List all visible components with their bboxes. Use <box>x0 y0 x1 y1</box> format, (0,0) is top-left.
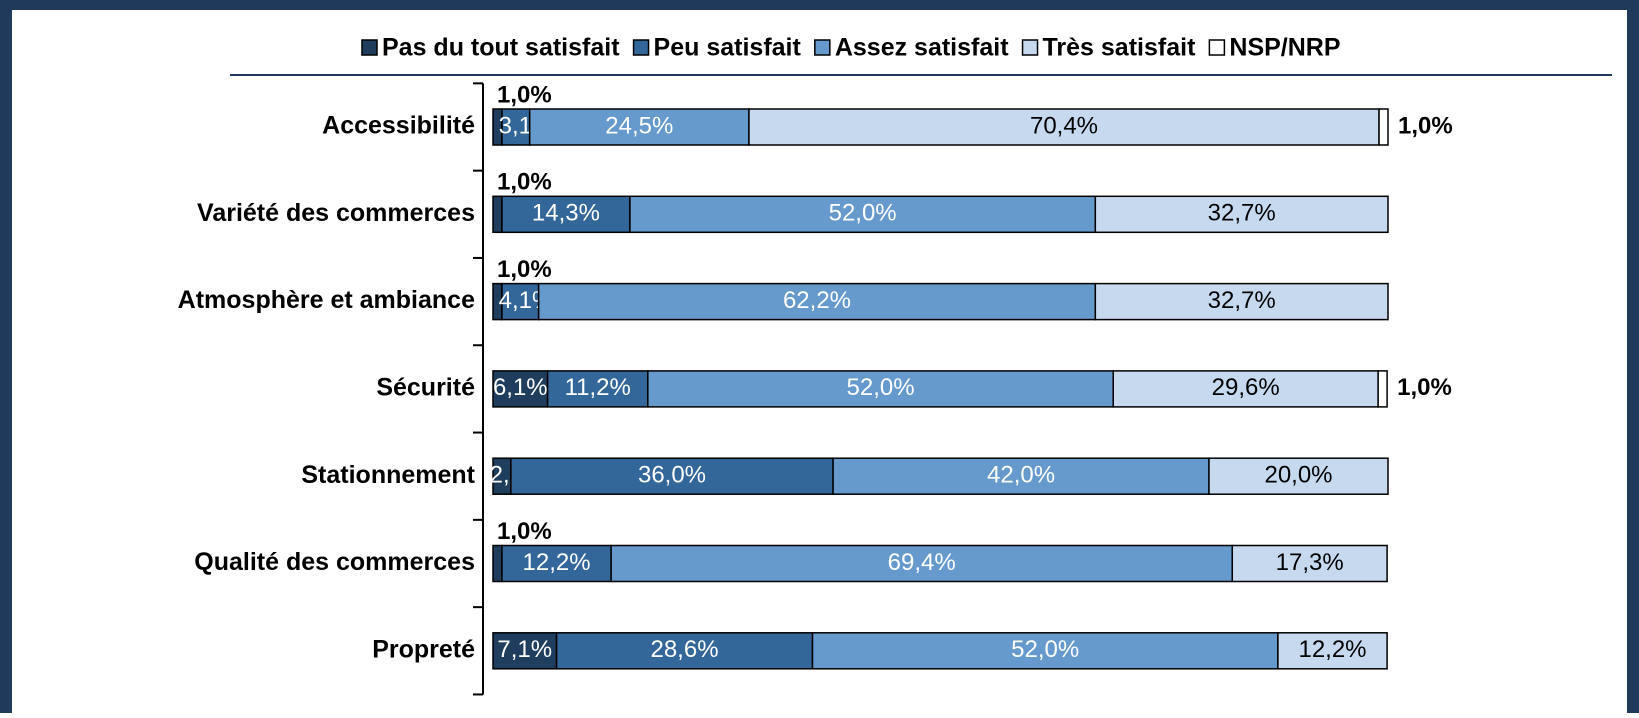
bar-segment <box>1094 195 1389 234</box>
value-label: 42,0% <box>987 462 1055 489</box>
value-label: 1,0% <box>497 518 552 545</box>
value-label: 52,0% <box>829 200 897 227</box>
bar-segment <box>1277 632 1388 670</box>
y-tick-label: Stationnement <box>301 461 475 489</box>
value-label: 1,0% <box>497 81 552 108</box>
bar-segment <box>1377 370 1388 408</box>
bar-segment <box>492 544 503 583</box>
bar-segment <box>492 195 503 234</box>
bar-segment <box>1378 108 1389 146</box>
value-label: 52,0% <box>1011 636 1079 663</box>
legend-swatch <box>1208 39 1226 56</box>
legend-label: Pas du tout satisfait <box>382 34 620 62</box>
bar-segment <box>537 282 1097 321</box>
value-label: 36,0% <box>638 462 706 489</box>
value-label: 12,2% <box>1298 636 1366 663</box>
value-label: 11,2% <box>565 374 631 401</box>
bar-segment <box>501 195 631 234</box>
bar-segment <box>501 544 612 583</box>
value-label: 1,0% <box>1398 112 1453 139</box>
value-label: 1,0% <box>497 169 552 196</box>
value-label: 52,0% <box>847 374 915 401</box>
bar-segment <box>501 108 531 146</box>
value-label: 32,7% <box>1208 200 1276 227</box>
bar-segment <box>1231 544 1388 583</box>
y-tick-label: Qualité des commerces <box>194 548 475 576</box>
value-label: 17,3% <box>1276 549 1344 576</box>
bar-segment <box>501 282 540 321</box>
value-label: 20,0% <box>1264 462 1332 489</box>
value-label: 70,4% <box>1030 112 1098 139</box>
y-tick-label: Accessibilité <box>322 112 475 140</box>
y-tick-label: Atmosphère et ambiance <box>178 286 475 314</box>
legend-swatch <box>814 39 831 56</box>
value-label: 1,0% <box>497 256 552 283</box>
value-label: 7,1% <box>497 636 552 663</box>
value-label: 32,7% <box>1208 287 1276 314</box>
bar-segment <box>510 457 834 495</box>
value-label: 29,6% <box>1212 374 1280 401</box>
value-label: 14,3% <box>532 200 600 227</box>
y-tick-label: Propreté <box>372 635 475 663</box>
bar-segment <box>1094 282 1389 321</box>
value-label: 1,0% <box>1397 374 1452 401</box>
value-label: 69,4% <box>888 549 956 576</box>
bar-segment <box>528 108 750 146</box>
bar-segment <box>811 632 1279 670</box>
legend-label: NSP/NRP <box>1229 34 1340 62</box>
legend-label: Peu satisfait <box>654 34 802 62</box>
bar-segment <box>1208 457 1389 495</box>
bar-segment <box>546 370 649 408</box>
y-tick-label: Variété des commerces <box>197 199 475 227</box>
value-label: 28,6% <box>650 636 718 663</box>
y-tick-label: Sécurité <box>376 374 475 402</box>
bar-segment <box>555 632 814 670</box>
value-label: 62,2% <box>783 287 851 314</box>
legend-swatch <box>1021 39 1039 56</box>
bar-segment <box>492 370 549 408</box>
legend-label: Très satisfait <box>1043 34 1197 62</box>
legend-label: Assez satisfait <box>835 34 1009 62</box>
bar-segment <box>1112 370 1379 408</box>
bar-segment <box>629 195 1097 234</box>
legend-swatch <box>632 39 650 56</box>
legend-swatch <box>361 39 378 56</box>
bar-segment <box>647 370 1114 408</box>
value-label: 12,2% <box>523 549 591 576</box>
bar-segment <box>748 108 1380 146</box>
value-label: 6,1% <box>493 374 548 401</box>
value-label: 24,5% <box>605 112 673 139</box>
bar-segment <box>492 632 558 670</box>
